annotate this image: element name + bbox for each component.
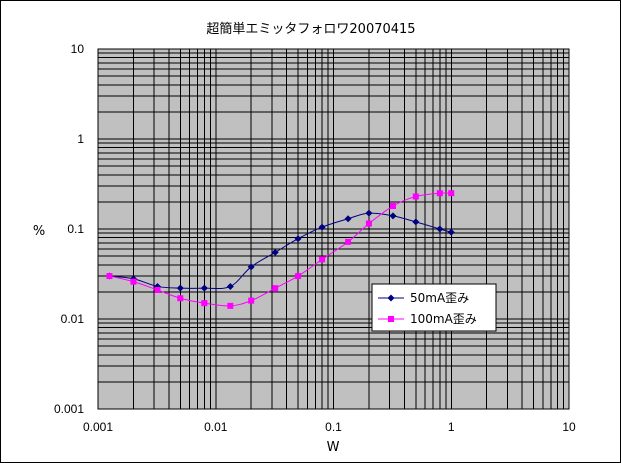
data-point [248, 297, 255, 304]
data-point [294, 235, 302, 243]
data-point [412, 218, 420, 226]
plot-border [97, 48, 570, 410]
data-point [154, 287, 161, 294]
legend-label: 50mA歪み [410, 291, 469, 305]
data-point [200, 284, 208, 292]
y-tick-label: 10 [71, 42, 85, 56]
data-point [436, 225, 444, 233]
data-point [201, 300, 208, 307]
data-point [271, 248, 279, 256]
data-point [389, 212, 397, 220]
series-1 [105, 209, 455, 292]
data-point [365, 209, 373, 217]
legend-box [371, 283, 497, 332]
y-tick-label: 0.001 [54, 402, 84, 416]
x-tick-label: 0.01 [204, 420, 228, 434]
x-tick-label: 1 [448, 420, 455, 434]
legend-item: 100mA歪み [378, 312, 477, 326]
data-point [448, 190, 455, 197]
legend-marker [388, 316, 394, 322]
legend-marker [387, 294, 395, 302]
data-point [177, 295, 184, 302]
series-line [109, 212, 452, 290]
data-point [412, 193, 419, 200]
data-point [389, 203, 396, 210]
data-point [295, 273, 302, 280]
x-tick-label: 0.1 [325, 420, 342, 434]
data-point [176, 284, 184, 292]
data-point [319, 256, 326, 263]
y-tick-label: 0.01 [61, 312, 85, 326]
y-tick-label: 0.1 [67, 222, 84, 236]
legend: 50mA歪み 100mA歪み [371, 283, 497, 332]
x-axis-label: W [327, 440, 340, 455]
data-point [447, 228, 455, 236]
data-point [272, 285, 279, 292]
series-line [109, 192, 452, 307]
data-point [345, 238, 352, 245]
legend-item: 50mA歪み [378, 291, 469, 305]
data-point [130, 278, 137, 285]
y-tick-label: 1 [77, 132, 84, 146]
series-2 [106, 190, 455, 309]
data-point [227, 302, 234, 309]
data-point [436, 190, 443, 197]
data-point [247, 263, 255, 271]
data-point [226, 282, 234, 290]
data-point [106, 273, 113, 280]
legend-label: 100mA歪み [410, 312, 477, 326]
data-point [365, 220, 372, 227]
chart-title: 超簡単エミッタフォロワ20070415 [206, 21, 415, 37]
y-axis-label: % [33, 224, 45, 239]
data-point [344, 215, 352, 223]
x-tick-label: 10 [562, 420, 576, 434]
data-point [318, 223, 326, 231]
x-tick-label: 0.001 [83, 420, 113, 434]
